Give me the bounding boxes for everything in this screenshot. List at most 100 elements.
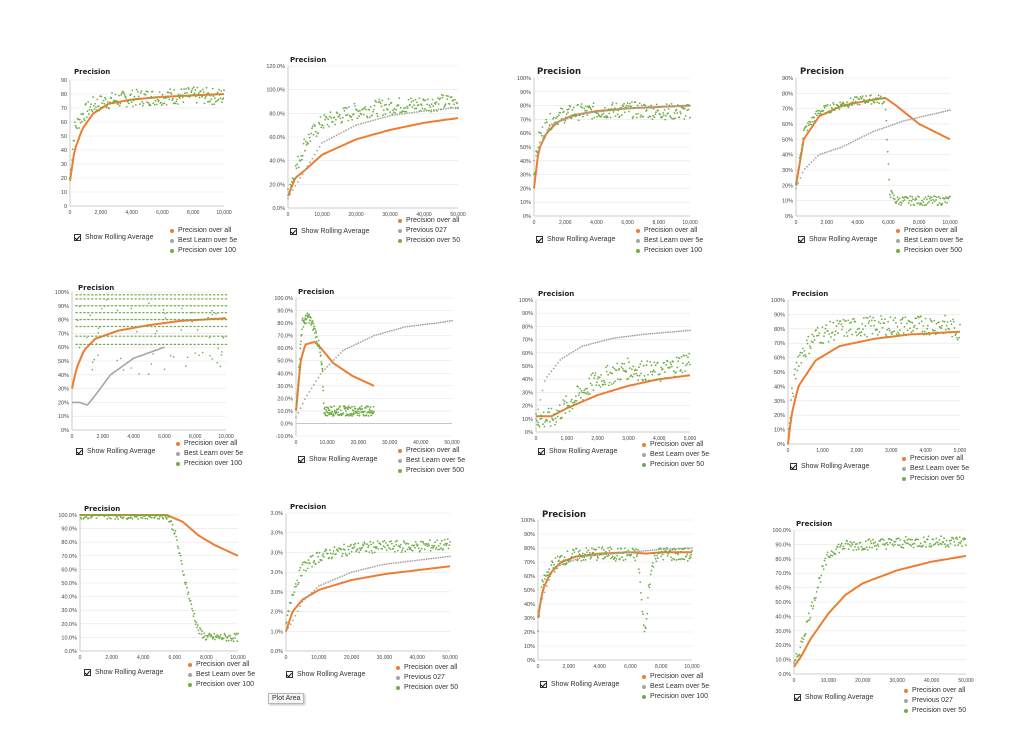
- data-point: [220, 298, 224, 300]
- data-point: [619, 557, 621, 560]
- data-point: [87, 101, 90, 103]
- data-point: [395, 561, 397, 564]
- checkbox-icon[interactable]: [76, 448, 83, 455]
- chart-plot[interactable]: -10.0%0.0%10.0%20.0%30.0%40.0%50.0%60.0%…: [270, 288, 470, 446]
- show-rolling-average-checkbox[interactable]: Show Rolling Average: [794, 694, 873, 701]
- chart-plot[interactable]: 0.0%20.0%40.0%60.0%80.0%100.0%120.0%0 10,…: [266, 56, 472, 221]
- show-rolling-average-checkbox[interactable]: Show Rolling Average: [76, 448, 155, 455]
- data-point: [169, 355, 172, 357]
- data-point: [597, 557, 600, 559]
- data-point: [221, 351, 223, 353]
- checkbox-icon[interactable]: [84, 669, 91, 676]
- checkbox-icon[interactable]: [286, 671, 293, 678]
- checkbox-icon[interactable]: [74, 234, 81, 241]
- data-point: [357, 410, 360, 413]
- data-point: [404, 107, 407, 109]
- chart-plot[interactable]: 0.0%10.0%20.0%30.0%40.0%50.0%60.0%70.0%8…: [766, 518, 974, 684]
- show-rolling-average-checkbox[interactable]: Show Rolling Average: [84, 669, 163, 676]
- data-point: [139, 92, 142, 94]
- data-point: [181, 305, 184, 307]
- data-point: [824, 557, 827, 560]
- data-point: [431, 98, 434, 101]
- show-rolling-average-checkbox[interactable]: Show Rolling Average: [74, 234, 153, 241]
- data-point: [99, 326, 101, 328]
- data-point: [919, 545, 921, 547]
- data-point: [173, 319, 177, 321]
- data-point: [567, 111, 569, 114]
- data-point: [209, 335, 212, 337]
- data-point: [353, 344, 355, 347]
- data-point: [430, 109, 433, 112]
- x-tick-label: 0: [795, 220, 798, 226]
- checkbox-icon[interactable]: [290, 228, 297, 235]
- data-point: [348, 106, 350, 108]
- data-point: [150, 294, 153, 296]
- x-tick-label: 8,000: [187, 210, 200, 216]
- data-point: [854, 543, 857, 546]
- data-point: [211, 309, 213, 312]
- data-point: [935, 537, 938, 540]
- y-tick-label: 40.0%: [61, 595, 77, 601]
- data-point: [425, 558, 428, 561]
- chart-plot[interactable]: 0%10%20%30%40%50%60%70%80%90%100%0 2,000 4…: [518, 508, 708, 670]
- show-rolling-average-checkbox[interactable]: Show Rolling Average: [536, 236, 615, 243]
- chart-plot[interactable]: 0%10%20%30%40%50%60%70%80%90%0 2,000 4,000…: [778, 66, 968, 226]
- data-point: [884, 542, 887, 545]
- checkbox-icon[interactable]: [538, 448, 545, 455]
- data-point: [588, 105, 591, 107]
- chart-plot[interactable]: 0.0%1.0%2.0%3.0%3.0%3.0%3.0%3.0%0 10,000 2…: [264, 503, 464, 661]
- series-line: [285, 565, 451, 632]
- checkbox-icon[interactable]: [298, 456, 305, 463]
- data-point: [360, 408, 362, 411]
- checkbox-icon[interactable]: [794, 694, 801, 701]
- chart-plot[interactable]: 0%10%20%30%40%50%60%70%80%90%100%0 2,000 4…: [512, 66, 712, 226]
- data-point: [191, 609, 194, 612]
- data-point: [557, 123, 559, 126]
- chart-plot[interactable]: 0%10%20%30%40%50%60%70%80%90%100%0 1,000 2…: [516, 290, 706, 442]
- data-point: [572, 559, 575, 562]
- data-point: [606, 109, 609, 112]
- data-point: [661, 115, 664, 118]
- chart-plot[interactable]: 0.0%10.0%20.0%30.0%40.0%50.0%60.0%70.0%8…: [56, 505, 248, 661]
- show-rolling-average-checkbox[interactable]: Show Rolling Average: [538, 448, 617, 455]
- chart-plot[interactable]: 0%10%20%30%40%50%60%70%80%90%100%0 1,000 2…: [766, 290, 976, 454]
- data-point: [537, 630, 539, 633]
- legend-label: Precision over 100: [178, 247, 236, 254]
- show-rolling-average-checkbox[interactable]: Show Rolling Average: [290, 228, 369, 235]
- data-point: [216, 335, 220, 337]
- show-rolling-average-checkbox[interactable]: Show Rolling Average: [798, 236, 877, 243]
- data-point: [612, 337, 614, 340]
- show-rolling-average-checkbox[interactable]: Show Rolling Average: [298, 456, 377, 463]
- data-point: [802, 137, 804, 140]
- checkbox-icon[interactable]: [798, 236, 805, 243]
- data-point: [677, 553, 679, 556]
- data-point: [224, 312, 228, 314]
- data-point: [142, 312, 145, 314]
- data-point: [97, 327, 100, 330]
- checkbox-icon[interactable]: [540, 681, 547, 688]
- data-point: [384, 113, 387, 115]
- chart-plot[interactable]: 0%10%20%30%40%50%60%70%80%90%100%0 2,000 4…: [55, 284, 236, 444]
- data-point: [437, 556, 440, 559]
- show-rolling-average-checkbox[interactable]: Show Rolling Average: [790, 463, 869, 470]
- checkbox-icon[interactable]: [790, 463, 797, 470]
- data-point: [291, 180, 293, 183]
- data-point: [348, 552, 351, 555]
- checkbox-icon[interactable]: [536, 236, 543, 243]
- data-point: [444, 542, 447, 545]
- data-point: [310, 324, 313, 326]
- data-point: [925, 203, 928, 206]
- data-point: [560, 107, 562, 110]
- data-point: [658, 332, 661, 334]
- data-point: [685, 354, 688, 357]
- data-point: [303, 598, 306, 601]
- data-point: [299, 566, 302, 569]
- data-point: [344, 552, 347, 555]
- data-point: [680, 557, 683, 560]
- show-rolling-average-checkbox[interactable]: Show Rolling Average: [540, 681, 619, 688]
- data-point: [333, 359, 335, 361]
- legend-marker: [396, 686, 400, 690]
- show-rolling-average-checkbox[interactable]: Show Rolling Average: [286, 671, 365, 678]
- data-point: [183, 92, 186, 94]
